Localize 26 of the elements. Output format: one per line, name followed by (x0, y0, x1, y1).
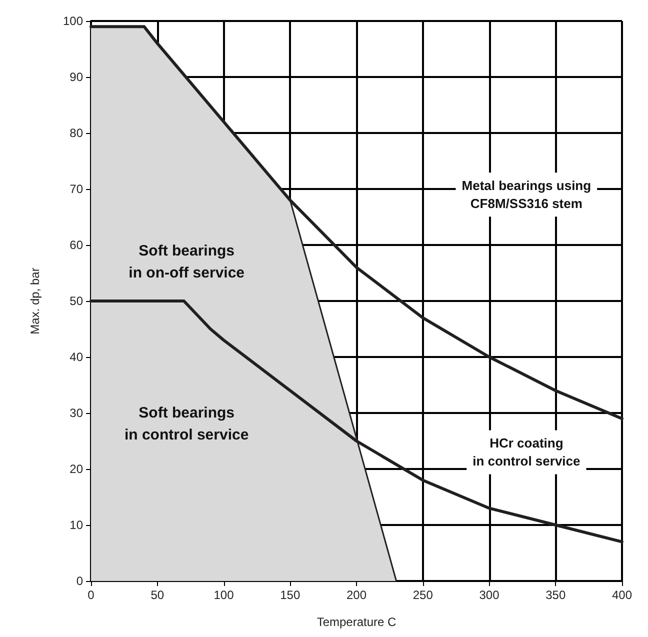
annotation: HCr coating in control service (472, 436, 580, 469)
y-axis-title: Max. dp, bar (28, 268, 42, 334)
y-tick-label: 100 (62, 14, 84, 28)
x-tick-label: 50 (150, 588, 164, 602)
y-tick-label: 20 (70, 462, 84, 476)
x-tick-label: 300 (479, 588, 500, 602)
annotation: Soft bearings in on-off service (128, 242, 245, 282)
x-tick-label: 250 (412, 588, 434, 602)
x-tick-label: 400 (612, 588, 632, 602)
y-tick-label: 30 (70, 406, 84, 420)
y-tick-label: 60 (70, 238, 84, 252)
y-tick-label: 90 (70, 70, 84, 84)
y-tick-label: 70 (70, 182, 84, 196)
annotation: Metal bearings using CF8M/SS316 stem (462, 178, 592, 212)
x-tick-label: 0 (88, 588, 95, 602)
x-tick-label: 200 (346, 588, 367, 602)
y-tick-label: 10 (70, 518, 84, 532)
y-tick-label: 0 (76, 574, 84, 588)
x-tick-label: 350 (546, 588, 566, 602)
x-axis-title: Temperature C (316, 615, 397, 629)
annotation: Soft bearings in control service (124, 404, 249, 444)
y-tick-label: 40 (70, 350, 84, 364)
x-tick-label: 100 (214, 588, 234, 602)
y-tick-label: 50 (70, 294, 84, 308)
y-tick-label: 80 (70, 126, 84, 140)
x-tick-label: 150 (280, 588, 300, 602)
